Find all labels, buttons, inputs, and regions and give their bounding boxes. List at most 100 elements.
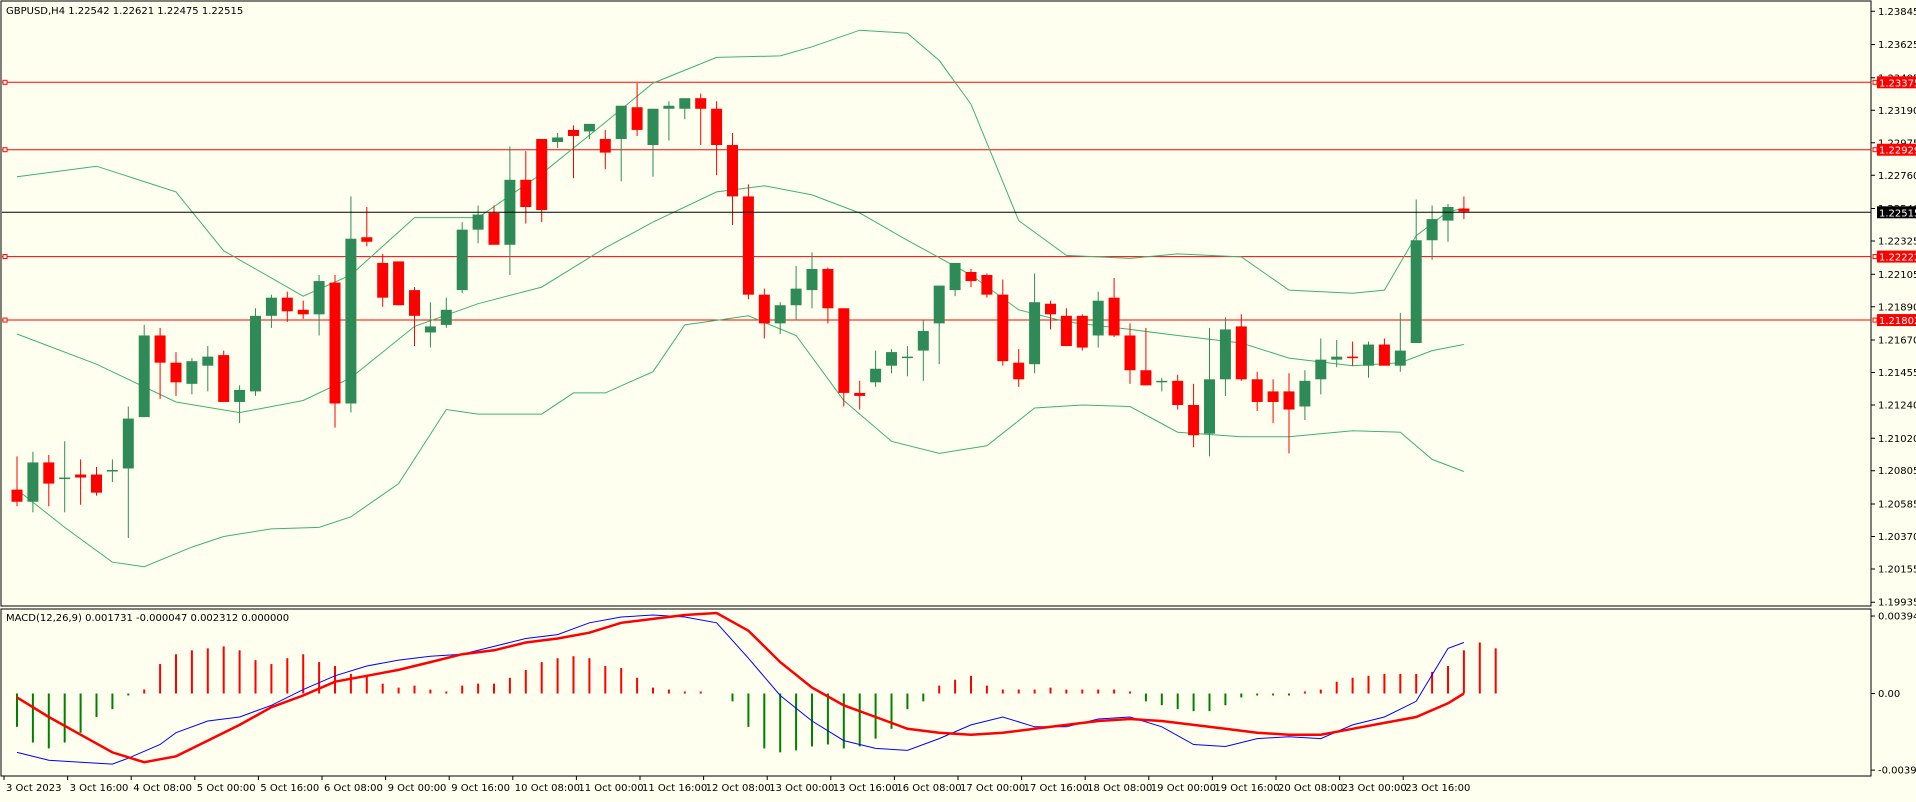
time-tick-label: 3 Oct 16:00 (70, 783, 129, 794)
candle-body-bull (59, 477, 71, 480)
macd-tick-label: -0.003905 (1878, 766, 1916, 777)
candle-body-bull (234, 389, 246, 402)
candle-body-bear (1378, 344, 1390, 366)
time-tick-label: 13 Oct 16:00 (833, 783, 898, 794)
time-axis: 3 Oct 2023 3 Oct 16:00 4 Oct 08:00 5 Oct 00… (3, 776, 1470, 794)
candle-body-bull (250, 315, 261, 392)
time-tick-label: 23 Oct 16:00 (1405, 783, 1470, 794)
candle-body-bull (440, 309, 452, 325)
level-price-box (1877, 76, 1916, 89)
candle-body-bear (361, 237, 373, 242)
candle-body-bear (170, 362, 182, 383)
candle-body-bear (393, 261, 405, 306)
time-tick-label: 13 Oct 00:00 (769, 783, 834, 794)
price-tick-label: 1.19935 (1878, 598, 1916, 609)
candle-body-bear (520, 179, 532, 207)
candle-body-bear (1013, 362, 1025, 380)
candle-body-bull (901, 356, 913, 359)
time-tick-label: 9 Oct 16:00 (451, 783, 510, 794)
time-tick-label: 3 Oct 2023 (6, 783, 61, 794)
candle-body-bear (1108, 297, 1120, 336)
time-tick-label: 11 Oct 16:00 (642, 783, 707, 794)
price-tick-label: 1.21240 (1878, 401, 1916, 412)
bollinger-middle-band (16, 185, 1464, 414)
candle-body-bull (1299, 380, 1311, 407)
candle-body-bull (933, 285, 945, 324)
candle-body-bull (679, 98, 691, 109)
candle-body-bear (854, 392, 866, 396)
candle-body-bull (1410, 240, 1422, 344)
time-tick-label: 11 Oct 00:00 (578, 783, 643, 794)
candle-body-bear (281, 297, 293, 312)
candle-body-bear (981, 275, 993, 295)
time-tick-label: 10 Oct 08:00 (515, 783, 580, 794)
price-tick-label: 1.20585 (1878, 500, 1916, 511)
current-price-line: 1.22515 (2, 206, 1916, 219)
level-anchor (2, 254, 8, 260)
macd-signal-line (16, 611, 1465, 764)
time-tick-label: 6 Oct 08:00 (324, 783, 383, 794)
macd-tick-label: 0.003948 (1878, 612, 1916, 623)
time-tick-label: 9 Oct 00:00 (388, 783, 447, 794)
macd-header: MACD(12,26,9) 0.001731 -0.000047 0.00231… (6, 613, 289, 624)
candle-body-bear (1283, 391, 1295, 410)
candle-body-bull (456, 229, 468, 291)
candle-body-bull (790, 288, 802, 306)
candle-body-bear (711, 108, 723, 146)
level-price-box (1877, 314, 1916, 327)
candle-body-bear (1045, 303, 1056, 315)
macd-panel-frame (0, 608, 1872, 777)
candle-body-bull (424, 326, 436, 333)
level-anchor (2, 79, 8, 85)
candle-body-bear (409, 290, 420, 316)
candle-body-bear (1267, 391, 1279, 402)
candle-body-bull (1363, 344, 1374, 366)
candle-body-bull (647, 108, 659, 146)
candle-body-bull (886, 352, 897, 366)
candle-body-bear (1140, 370, 1152, 386)
candle-body-bull (806, 268, 818, 291)
candle-body-bear (488, 213, 500, 245)
candle-body-bear (599, 138, 611, 153)
level-price-label: 1.21802 (1879, 316, 1916, 327)
candle-body-bull (1315, 359, 1327, 380)
time-tick-label: 19 Oct 00:00 (1151, 783, 1216, 794)
candle-body-bear (997, 294, 1009, 362)
level-price-label: 1.22222 (1879, 253, 1916, 264)
candle-body-bear (536, 138, 548, 211)
time-tick-label: 5 Oct 16:00 (260, 783, 319, 794)
candle-body-bull (1029, 302, 1041, 365)
price-tick-label: 1.20805 (1878, 466, 1916, 477)
candle-body-bear (1188, 405, 1200, 436)
candle-body-bull (663, 105, 675, 109)
current-price-box (1877, 206, 1916, 219)
candle-body-bear (11, 489, 23, 502)
time-tick-label: 16 Oct 08:00 (896, 783, 961, 794)
candle-body-bull (949, 262, 961, 291)
candle-body-bull (313, 281, 325, 315)
candle-body-bull (1092, 300, 1104, 336)
candle-body-bear (822, 268, 834, 309)
candle-body-bull (615, 105, 627, 139)
time-tick-label: 17 Oct 16:00 (1024, 783, 1089, 794)
main-chart-header: GBPUSD,H4 1.22542 1.22621 1.22475 1.2251… (6, 6, 243, 17)
main-panel-frame (0, 0, 1872, 607)
candle-body-bull (122, 418, 134, 469)
candle-body-bull (870, 368, 882, 383)
candle-body-bull (106, 469, 118, 472)
candle-body-bull (186, 361, 198, 384)
price-tick-label: 1.22760 (1878, 171, 1916, 182)
candle-body-bear (568, 129, 579, 136)
time-tick-label: 12 Oct 08:00 (706, 783, 771, 794)
candle-body-bull (1426, 219, 1438, 241)
candle-body-bull (1442, 207, 1454, 221)
candle-body-bear (965, 271, 977, 282)
macd-tick-label: 0.00 (1878, 689, 1900, 700)
candle-body-bear (1235, 326, 1247, 380)
candle-body-bear (218, 355, 230, 402)
time-tick-label: 20 Oct 08:00 (1278, 783, 1343, 794)
price-tick-label: 1.23625 (1878, 40, 1916, 51)
price-tick-label: 1.22325 (1878, 237, 1916, 248)
